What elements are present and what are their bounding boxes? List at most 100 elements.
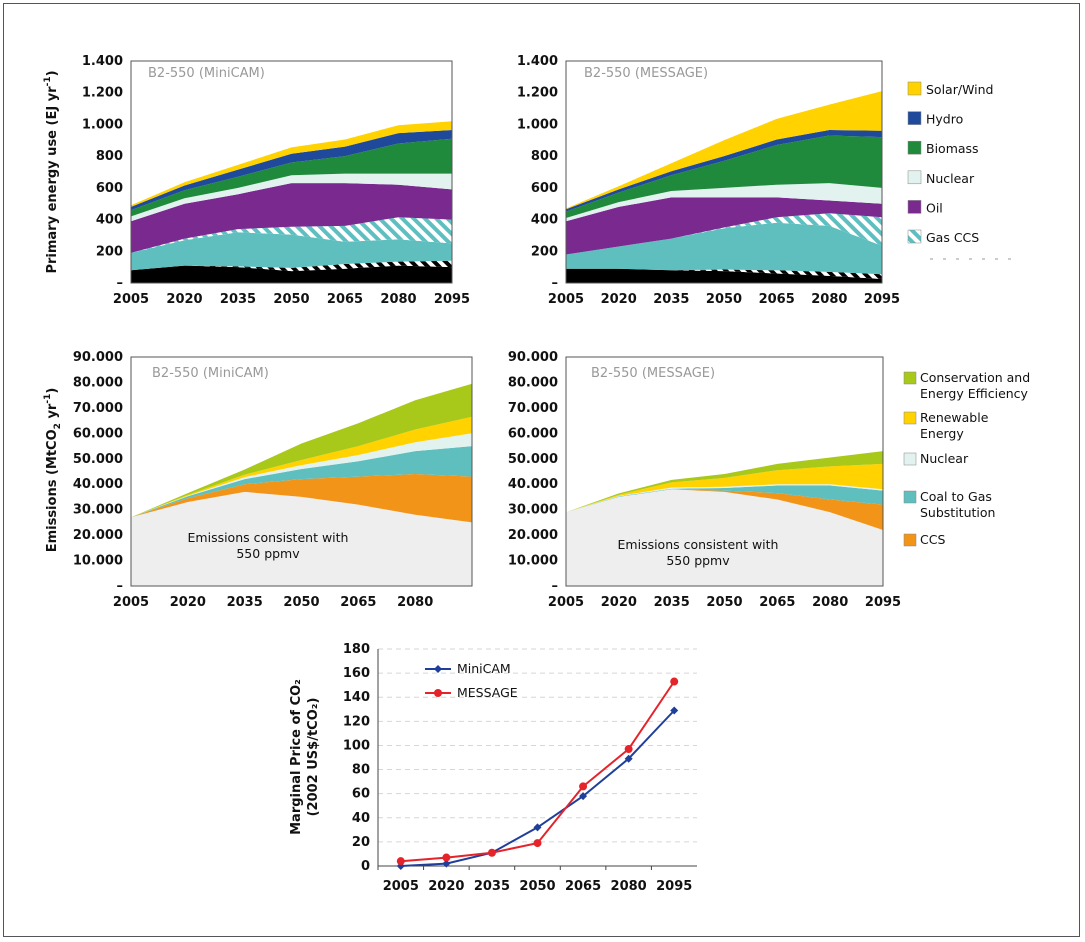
plot-area	[565, 60, 883, 284]
x-tick-label: 2035	[220, 292, 256, 307]
note-text: 550 ppmv	[236, 546, 300, 561]
x-tick-label: 2035	[653, 292, 689, 307]
plot-area	[565, 356, 884, 587]
note-text: Emissions consistent with	[188, 530, 349, 545]
legend-label: Conservation and	[920, 370, 1030, 385]
legend-swatch	[903, 490, 917, 504]
x-tick-label: 2035	[654, 595, 690, 610]
y-tick-label: 90.000	[508, 350, 558, 365]
panel-title: B2-550 (MiniCAM)	[148, 66, 265, 81]
y-tick-label: 80.000	[73, 375, 123, 390]
y-tick-label: 20.000	[508, 528, 558, 543]
legend-label: Energy	[920, 426, 964, 441]
y-tick-label: 1.400	[82, 54, 123, 69]
x-tick-label: 2095	[864, 292, 900, 307]
energy-minicam-chart: – 200 400 600 800 1.000 1.200 1.400 2005 2020 2035…	[43, 54, 470, 307]
area-nuclear	[566, 484, 883, 513]
y-tick-label: 800	[531, 149, 558, 164]
legend-label: Solar/Wind	[926, 82, 993, 97]
point-message	[487, 848, 496, 857]
x-tick-label: 2050	[519, 879, 555, 894]
y-axis-label-end: )	[45, 388, 60, 394]
area-conservation	[131, 383, 472, 518]
area-coal	[566, 268, 882, 283]
y-tick-label: 20.000	[73, 528, 123, 543]
y-tick-label: 1.000	[82, 117, 123, 132]
y-tick-label: 60.000	[73, 426, 123, 441]
area-renewable	[131, 416, 472, 518]
area-solar_wind	[566, 91, 882, 210]
area-conservation	[566, 451, 883, 513]
x-tick-label: 2080	[811, 292, 847, 307]
area-gas	[566, 222, 882, 275]
y-tick-label: 60.000	[508, 426, 558, 441]
y-tick-label: 100	[343, 738, 370, 753]
point-minicam	[670, 706, 679, 715]
y-axis-label-text: Primary energy use (EJ yr	[45, 86, 60, 274]
y-tick-label: 1.000	[517, 117, 558, 132]
plot-area	[130, 356, 473, 587]
area-nuclear	[131, 433, 472, 518]
y-axis-label-sub: 2	[53, 423, 63, 429]
legend-swatch	[907, 200, 922, 214]
area-baseline_em	[131, 491, 472, 586]
point-message	[442, 853, 451, 862]
area-coal_to_gas	[131, 446, 472, 518]
area-ccs	[566, 489, 883, 530]
note-text: Emissions consistent with	[618, 537, 779, 552]
y-tick-label: –	[117, 276, 124, 291]
y-axis-label: (2002 US$/tCO₂)	[306, 698, 321, 817]
x-tick-label: 2050	[706, 595, 742, 610]
legend-label: Renewable	[920, 410, 989, 425]
point-minicam	[579, 792, 588, 801]
y-axis-label-end: )	[45, 70, 60, 76]
panel-title: B2-550 (MiniCAM)	[152, 366, 269, 381]
y-tick-label: 0	[361, 859, 370, 874]
legend-label: Coal to Gas	[920, 489, 992, 504]
x-tick-label: 2065	[327, 292, 363, 307]
legend-swatch	[907, 229, 922, 244]
y-axis-label-sup: -1	[43, 394, 53, 404]
y-tick-label: 400	[96, 213, 123, 228]
x-tick-label: 2080	[380, 292, 416, 307]
x-tick-label: 2020	[170, 595, 206, 610]
energy-legend: Solar/Wind Hydro Biomass Nuclear Oil Gas CCS	[907, 81, 1015, 260]
y-axis-label: Primary energy use (EJ yr-1)	[43, 70, 60, 273]
y-tick-label: 10.000	[73, 554, 123, 569]
x-tick-label: 2005	[548, 292, 584, 307]
x-tick-label: 2065	[340, 595, 376, 610]
legend-swatch	[903, 411, 917, 425]
panel-title: B2-550 (MESSAGE)	[591, 366, 715, 381]
area-oil	[566, 197, 882, 255]
legend-label: MESSAGE	[457, 685, 518, 700]
series-line-message	[400, 680, 676, 863]
x-tick-label: 2080	[611, 879, 647, 894]
legend-swatch	[907, 140, 922, 155]
panel-title: B2-550 (MESSAGE)	[584, 66, 708, 81]
x-tick-label: 2065	[759, 292, 795, 307]
point-message	[624, 745, 633, 754]
legend-label: Nuclear	[926, 171, 975, 186]
y-tick-label: 80	[352, 763, 370, 778]
legend-label: Energy Efficiency	[920, 386, 1029, 401]
area-coal_to_gas	[566, 485, 883, 513]
y-tick-label: 20	[352, 835, 370, 850]
legend-swatch	[903, 371, 917, 385]
x-tick-label: 2020	[601, 292, 637, 307]
y-axis-label-text: Emissions (MtCO	[45, 429, 60, 552]
x-tick-label: 2005	[113, 292, 149, 307]
legend-label: Gas CCS	[926, 230, 979, 245]
x-tick-label: 2080	[812, 595, 848, 610]
x-tick-label: 2020	[601, 595, 637, 610]
y-tick-label: 10.000	[508, 554, 558, 569]
y-tick-label: 40.000	[73, 477, 123, 492]
x-tick-label: 2065	[565, 879, 601, 894]
point-minicam	[533, 823, 542, 832]
x-tick-label: 2035	[227, 595, 263, 610]
y-tick-label: 1.200	[517, 86, 558, 101]
y-tick-label: –	[117, 579, 124, 594]
legend-label: Hydro	[926, 112, 963, 127]
legend-label: CCS	[920, 532, 945, 547]
